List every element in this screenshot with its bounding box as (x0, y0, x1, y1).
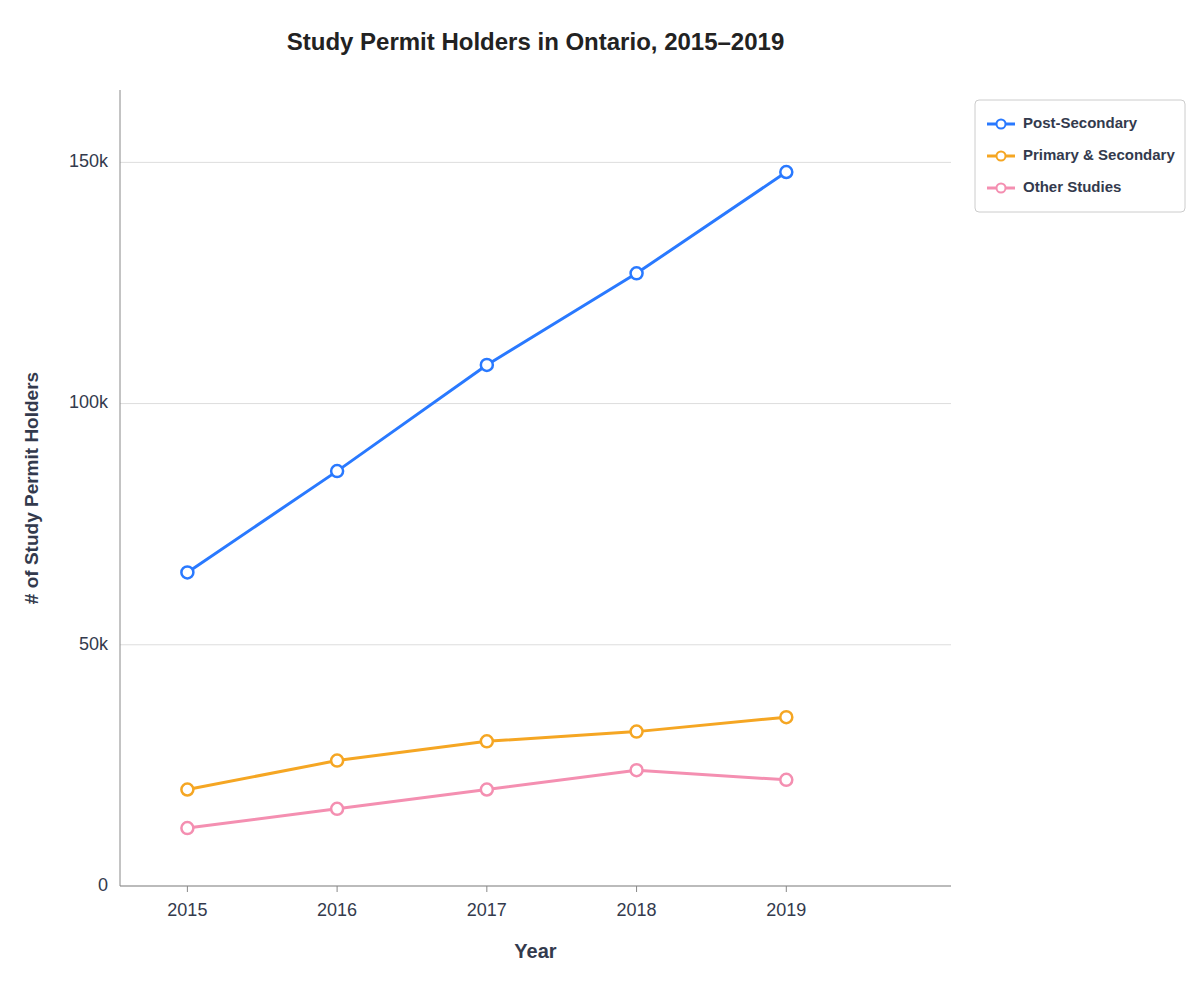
grid-line (120, 886, 951, 887)
series-marker (181, 784, 193, 796)
series-marker (331, 803, 343, 815)
series-marker (631, 764, 643, 776)
y-grid (120, 162, 951, 886)
y-tick-label: 100k (69, 392, 109, 412)
x-tick (486, 886, 487, 892)
series-marker (631, 726, 643, 738)
series-marker (181, 822, 193, 834)
series-marker (780, 774, 792, 786)
legend-swatch-marker (997, 120, 1006, 129)
series-marker (481, 359, 493, 371)
chart-container: Study Permit Holders in Ontario, 2015–20… (0, 0, 1201, 986)
legend-box (975, 100, 1185, 212)
chart-title: Study Permit Holders in Ontario, 2015–20… (287, 28, 785, 55)
legend-swatch-marker (997, 184, 1006, 193)
y-tick-label: 0 (98, 875, 108, 895)
series-line (187, 717, 786, 789)
y-axis-line (120, 90, 121, 886)
series-marker (481, 784, 493, 796)
x-tick-label: 2019 (766, 900, 806, 920)
legend: Post-Secondary Primary & Secondary Other S… (975, 100, 1185, 212)
series-marker (631, 267, 643, 279)
x-tick-label: 2016 (317, 900, 357, 920)
grid-line (120, 403, 951, 404)
grid-line (120, 162, 951, 163)
chart-svg: Study Permit Holders in Ontario, 2015–20… (0, 0, 1201, 986)
plot-area (181, 166, 792, 834)
y-tick-label: 150k (69, 151, 109, 171)
x-axis-label: Year (514, 940, 556, 962)
series-line (187, 770, 786, 828)
x-tick-label: 2015 (167, 900, 207, 920)
series-marker (780, 166, 792, 178)
series-marker (331, 755, 343, 767)
x-axis-line (120, 886, 951, 887)
series-marker (780, 711, 792, 723)
series-line (187, 172, 786, 572)
y-axis-label: # of Study Permit Holders (21, 372, 42, 604)
series-marker (181, 566, 193, 578)
x-tick (786, 886, 787, 892)
x-tick-label: 2017 (467, 900, 507, 920)
series-marker (331, 465, 343, 477)
x-tick-label: 2018 (617, 900, 657, 920)
series-marker (481, 735, 493, 747)
legend-label: Other Studies (1023, 178, 1121, 195)
legend-label: Primary & Secondary (1023, 146, 1175, 163)
x-tick (636, 886, 637, 892)
x-tick (337, 886, 338, 892)
grid-line (120, 644, 951, 645)
x-tick (187, 886, 188, 892)
y-tick-label: 50k (79, 634, 109, 654)
legend-label: Post-Secondary (1023, 114, 1138, 131)
legend-swatch-marker (997, 152, 1006, 161)
